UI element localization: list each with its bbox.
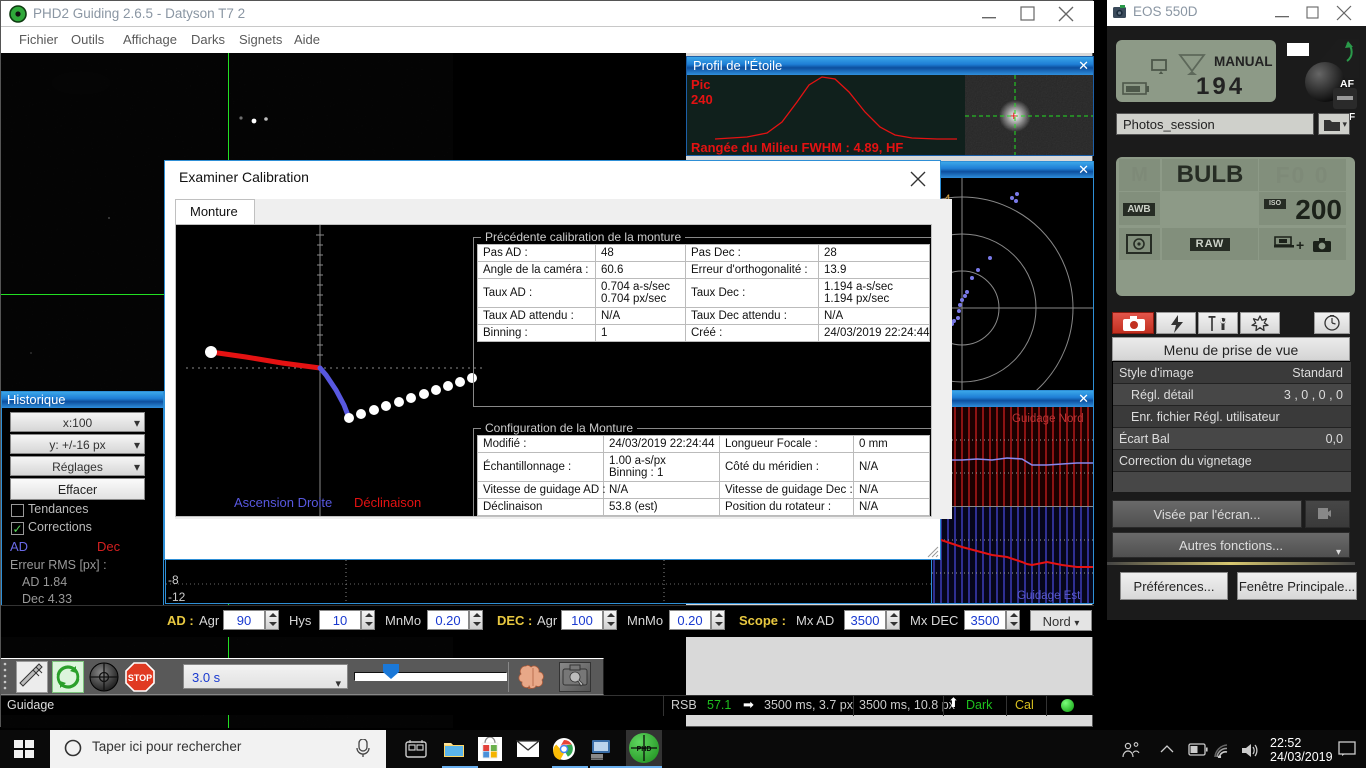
svg-text:PHD: PHD [637,746,652,753]
svg-text:+: + [1010,108,1018,123]
svg-text:Guidage Nord: Guidage Nord [1012,413,1084,425]
svg-text:STOP: STOP [128,673,152,683]
svg-text:Guidage Est: Guidage Est [1017,590,1081,602]
